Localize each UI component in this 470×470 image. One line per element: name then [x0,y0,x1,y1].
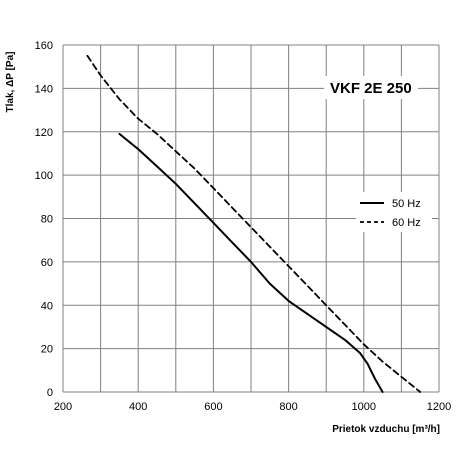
legend-label-60hz: 60 Hz [392,217,421,229]
legend-label-50hz: 50 Hz [392,198,421,210]
y-tick-label: 0 [47,387,53,399]
y-tick-label: 160 [35,40,53,52]
series-layer [86,54,422,393]
y-tick-label: 60 [41,257,53,269]
series-line-50hz [118,132,384,393]
y-tick-label: 120 [35,127,53,139]
title-box [324,76,418,99]
series-line-60hz [86,54,422,393]
grid [62,44,440,393]
x-tick-label: 1000 [352,401,376,413]
y-tick-label: 100 [35,170,53,182]
y-tick-label: 80 [41,214,53,226]
x-tick-label: 800 [279,401,297,413]
legend-box [356,192,432,232]
x-axis-label: Prietok vzduchu [m³/h] [332,424,440,435]
y-axis-label: Tlak, ΔP [Pa] [5,52,16,113]
x-tick-label: 1200 [427,401,451,413]
x-tick-label: 200 [54,401,72,413]
y-tick-label: 140 [35,83,53,95]
x-tick-label: 400 [129,401,147,413]
x-tick-label: 600 [204,401,222,413]
tick-labels: 200 400 600 800 1000 1200 0 20 40 60 80 100 120 140 16… [35,40,452,413]
legend: 50 Hz 60 Hz [356,192,432,232]
y-tick-label: 20 [41,344,53,356]
y-tick-label: 40 [41,300,53,312]
chart-title: VKF 2E 250 [330,80,412,97]
